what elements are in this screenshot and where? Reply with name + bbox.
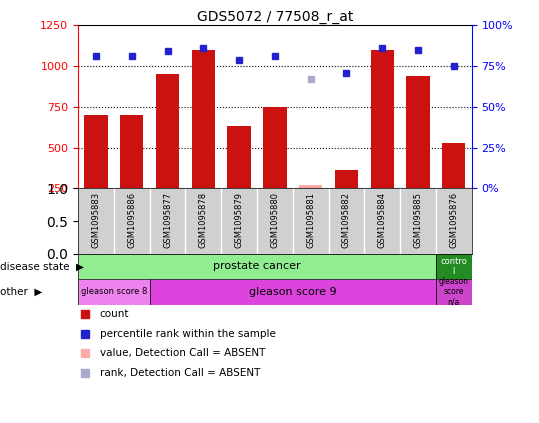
Text: contro
l: contro l (440, 257, 467, 276)
Text: disease state  ▶: disease state ▶ (0, 261, 84, 272)
Bar (263, 107, 287, 188)
Text: rank, Detection Call = ABSENT: rank, Detection Call = ABSENT (100, 368, 260, 378)
Title: GDS5072 / 77508_r_at: GDS5072 / 77508_r_at (197, 10, 353, 25)
Bar (335, 170, 358, 188)
Text: GSM1095882: GSM1095882 (342, 192, 351, 247)
Text: GSM1095877: GSM1095877 (163, 192, 172, 247)
Text: prostate cancer: prostate cancer (213, 261, 301, 272)
Bar (156, 74, 179, 188)
Bar (436, 279, 472, 305)
Bar (227, 126, 251, 188)
Text: other  ▶: other ▶ (0, 287, 43, 297)
Bar (78, 279, 150, 305)
Text: GSM1095880: GSM1095880 (271, 192, 279, 247)
Text: GSM1095881: GSM1095881 (306, 192, 315, 247)
Bar (192, 50, 215, 188)
Text: GSM1095884: GSM1095884 (378, 192, 386, 247)
Text: GSM1095876: GSM1095876 (449, 192, 458, 247)
Bar (371, 50, 394, 188)
Text: gleason score 9: gleason score 9 (249, 287, 336, 297)
Text: count: count (100, 309, 129, 319)
Text: GSM1095879: GSM1095879 (234, 192, 244, 247)
Bar (85, 115, 108, 188)
Text: value, Detection Call = ABSENT: value, Detection Call = ABSENT (100, 349, 265, 358)
Text: GSM1095886: GSM1095886 (127, 192, 136, 247)
Text: GSM1095878: GSM1095878 (199, 192, 208, 247)
Bar (406, 76, 430, 188)
Text: GSM1095885: GSM1095885 (413, 192, 423, 247)
Text: gleason
score
n/a: gleason score n/a (439, 277, 469, 307)
Text: gleason score 8: gleason score 8 (81, 287, 147, 297)
Bar (150, 279, 436, 305)
Text: percentile rank within the sample: percentile rank within the sample (100, 329, 275, 339)
Bar (436, 254, 472, 279)
Bar (120, 115, 143, 188)
Bar (299, 185, 322, 188)
Bar (442, 143, 465, 188)
Text: GSM1095883: GSM1095883 (92, 192, 101, 247)
